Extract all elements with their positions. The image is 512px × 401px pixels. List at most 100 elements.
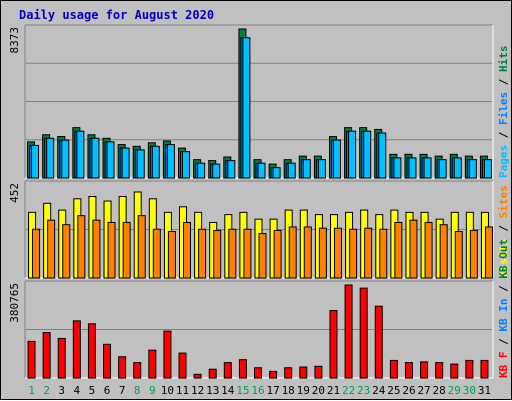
bar-sites-day-12 [198, 228, 207, 279]
bar-pages-day-30 [468, 159, 477, 179]
bar-sites-day-7 [122, 221, 131, 279]
x-tick-label-day-14: 14 [221, 384, 235, 397]
x-tick-label-day-3: 3 [58, 384, 65, 397]
bar-kb-f-day-25 [389, 359, 398, 379]
bar-sites-day-21 [333, 227, 342, 279]
bar-kb-f-day-24 [374, 305, 383, 379]
legend-item: / [497, 131, 510, 145]
x-tick-label-day-16: 16 [251, 384, 264, 397]
x-tick-label-day-11: 11 [176, 384, 189, 397]
legend-item: KB In [497, 299, 510, 339]
legend-item: KB Out [497, 239, 510, 285]
bar-sites-day-6 [107, 221, 116, 279]
y-max-label: 380765 [8, 283, 21, 323]
bar-pages-day-29 [453, 157, 462, 179]
bar-kb-f-day-5 [87, 323, 96, 379]
x-tick-label-day-29: 29 [448, 384, 461, 397]
bar-sites-day-16 [258, 233, 267, 279]
bar-kb-f-day-16 [254, 367, 262, 379]
bar-sites-day-23 [364, 227, 373, 279]
legend-item: / [497, 285, 510, 299]
bar-sites-day-20 [318, 227, 327, 279]
bar-pages-day-5 [91, 137, 100, 179]
bar-pages-day-26 [408, 157, 417, 179]
bar-kb-f-day-23 [359, 287, 368, 379]
bar-kb-f-day-13 [208, 368, 217, 379]
panel-visits_sites: 452 Visits / Sites [8, 180, 510, 279]
bar-sites-day-9 [152, 228, 161, 279]
legend-visits_sites: Visits / Sites [497, 185, 510, 278]
x-tick-label-day-18: 18 [282, 384, 295, 397]
bar-pages-day-8 [136, 149, 145, 179]
bar-sites-day-8 [137, 215, 146, 279]
bar-sites-day-11 [183, 221, 192, 279]
x-tick-label-day-27: 27 [417, 384, 430, 397]
x-tick-label-day-7: 7 [119, 384, 126, 397]
bar-kb-f-day-27 [420, 361, 429, 379]
x-tick-label-day-6: 6 [104, 384, 111, 397]
bar-pages-day-16 [257, 162, 266, 179]
bar-pages-day-4 [76, 130, 85, 179]
bar-kb-f-day-21 [329, 310, 338, 379]
y-max-label: 452 [8, 183, 21, 203]
bar-sites-day-31 [484, 226, 493, 279]
bar-kb-f-day-14 [223, 362, 232, 379]
x-tick-label-day-12: 12 [191, 384, 204, 397]
bar-kb-f-day-9 [148, 349, 157, 379]
bar-kb-f-day-2 [42, 332, 51, 379]
x-tick-label-day-31: 31 [478, 384, 491, 397]
bar-sites-day-26 [409, 219, 418, 279]
legend-item: Files [497, 92, 510, 132]
legend-item: Sites [497, 185, 510, 225]
bar-pages-day-14 [227, 160, 236, 179]
bar-sites-day-30 [469, 229, 478, 279]
bar-kb-f-day-3 [57, 337, 66, 379]
x-tick-label-day-28: 28 [433, 384, 446, 397]
bar-kb-f-day-26 [404, 362, 413, 379]
bar-kb-f-day-20 [314, 365, 323, 379]
bar-pages-day-1 [31, 144, 40, 179]
bar-pages-day-6 [106, 141, 115, 179]
x-tick-label-day-20: 20 [312, 384, 325, 397]
x-tick-label-day-5: 5 [89, 384, 96, 397]
bar-sites-day-17 [273, 229, 282, 279]
bar-kb-f-day-28 [435, 362, 444, 379]
bar-kb-f-day-31 [480, 359, 489, 379]
legend-item: Hits [497, 46, 510, 79]
bar-pages-day-21 [332, 139, 341, 179]
panel-kbf_kbin_kbout: 380765 KB F / KB In / KB Out [8, 239, 510, 379]
panel-pages_files_hits: 8373 Pages / Files / Hits [8, 24, 510, 179]
bar-kb-f-day-15 [238, 359, 247, 379]
x-tick-label-day-30: 30 [463, 384, 476, 397]
x-tick-label-day-9: 9 [149, 384, 156, 397]
bar-pages-day-7 [121, 147, 130, 179]
bar-kb-f-day-30 [465, 359, 474, 379]
bar-pages-day-12 [197, 162, 206, 179]
x-tick-label-day-21: 21 [327, 384, 340, 397]
x-tick-label-day-15: 15 [236, 384, 249, 397]
bar-kb-f-day-6 [103, 343, 112, 379]
legend-item: KB F [497, 352, 510, 379]
bar-pages-day-15 [242, 37, 251, 179]
x-tick-label-day-2: 2 [43, 384, 50, 397]
bar-sites-day-10 [167, 231, 176, 279]
bar-pages-day-19 [302, 159, 311, 179]
bar-pages-day-3 [61, 139, 70, 179]
bar-kb-f-day-17 [269, 370, 278, 379]
bar-kb-f-day-19 [299, 366, 308, 379]
x-tick-label-day-17: 17 [266, 384, 279, 397]
bar-sites-day-19 [303, 226, 312, 279]
x-tick-label-day-4: 4 [74, 384, 81, 397]
legend-item: Visits [497, 238, 510, 278]
bar-pages-day-11 [182, 151, 191, 179]
bar-sites-day-15 [243, 228, 252, 279]
legend-pages_files_hits: Pages / Files / Hits [497, 46, 510, 179]
bar-pages-day-28 [438, 159, 447, 179]
bar-sites-day-24 [379, 228, 388, 279]
legend-kbf_kbin_kbout: KB F / KB In / KB Out [497, 239, 510, 378]
x-tick-label-day-25: 25 [387, 384, 400, 397]
bar-pages-day-13 [212, 163, 221, 179]
bar-sites-day-25 [394, 221, 403, 279]
bar-sites-day-27 [424, 221, 433, 279]
